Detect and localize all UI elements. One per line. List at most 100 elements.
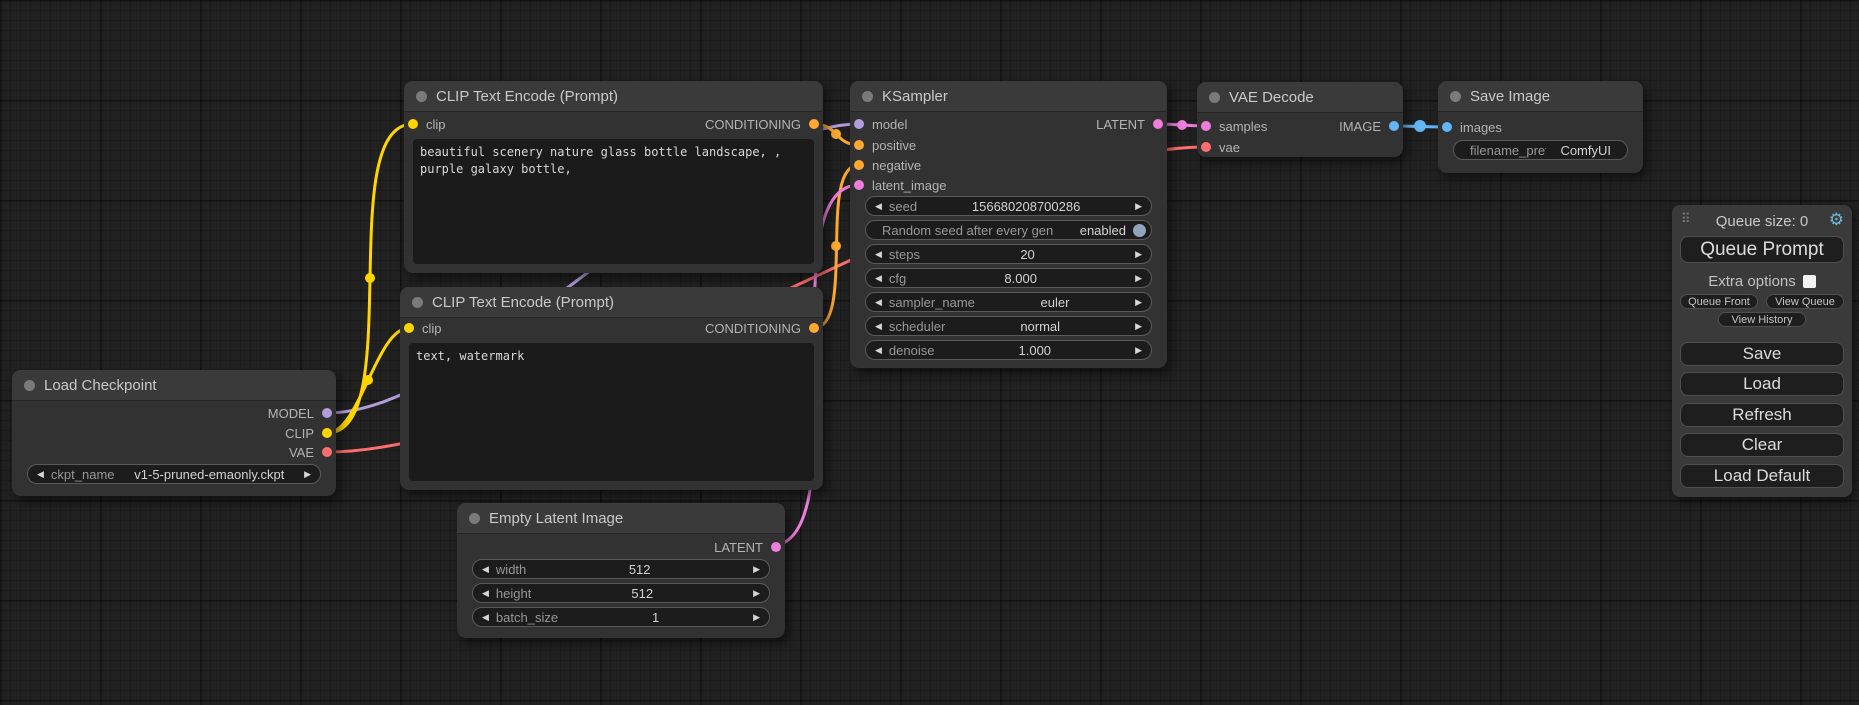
- collapse-dot-icon[interactable]: [24, 379, 35, 391]
- increment-arrow-icon[interactable]: ▶: [753, 611, 761, 622]
- widget-label: height: [495, 585, 532, 601]
- collapse-dot-icon[interactable]: [1450, 90, 1461, 102]
- settings-gear-icon[interactable]: ⚙: [1828, 210, 1844, 229]
- decrement-arrow-icon[interactable]: ◀: [875, 272, 882, 283]
- conditioning-output-dot[interactable]: [809, 323, 819, 333]
- increment-arrow-icon[interactable]: ▶: [753, 563, 760, 574]
- widget-label: cfg: [888, 270, 907, 286]
- node-title-bar[interactable]: VAE Decode: [1197, 82, 1403, 113]
- node-title-bar[interactable]: Save Image: [1438, 81, 1643, 112]
- positive-prompt-textarea[interactable]: beautiful scenery nature glass bottle la…: [413, 139, 814, 264]
- width-widget[interactable]: ◀ width 512 ▶: [472, 559, 770, 579]
- decrement-arrow-icon[interactable]: ◀: [875, 344, 882, 355]
- extra-options-row: Extra options: [1672, 272, 1852, 290]
- node-title-bar[interactable]: CLIP Text Encode (Prompt): [400, 287, 823, 318]
- widget-value: 1: [651, 609, 660, 625]
- node-empty-latent-image[interactable]: Empty Latent Image LATENT ◀ width 512 ▶ …: [457, 503, 785, 638]
- load-button[interactable]: Load: [1680, 372, 1844, 396]
- latent-image-input-dot[interactable]: [854, 180, 864, 190]
- decrement-arrow-icon[interactable]: ◀: [482, 563, 489, 574]
- collapse-dot-icon[interactable]: [416, 90, 427, 102]
- ckpt-name-widget[interactable]: ◀ ckpt_name v1-5-pruned-emaonly.ckpt ▶: [27, 464, 321, 484]
- collapse-dot-icon[interactable]: [1209, 91, 1220, 103]
- images-input-dot[interactable]: [1442, 122, 1452, 132]
- refresh-button[interactable]: Refresh: [1680, 403, 1844, 427]
- node-title-bar[interactable]: KSampler: [850, 81, 1167, 112]
- link-midpoint-dot: [363, 375, 373, 385]
- increment-arrow-icon[interactable]: ▶: [1135, 344, 1142, 355]
- increment-arrow-icon[interactable]: ▶: [1135, 272, 1143, 283]
- decrement-arrow-icon[interactable]: ◀: [37, 468, 44, 479]
- save-button[interactable]: Save: [1680, 342, 1844, 366]
- slot-label: model: [872, 116, 908, 132]
- queue-prompt-button[interactable]: Queue Prompt: [1680, 236, 1844, 263]
- node-load-checkpoint[interactable]: Load Checkpoint MODEL CLIP VAE ◀ ckpt_na…: [12, 370, 336, 496]
- scheduler-widget[interactable]: ◀ scheduler normal ▶: [865, 316, 1152, 336]
- increment-arrow-icon[interactable]: ▶: [304, 468, 311, 479]
- decrement-arrow-icon[interactable]: ◀: [482, 587, 489, 598]
- link-midpoint-dot: [365, 273, 375, 283]
- cfg-widget[interactable]: ◀ cfg 8.000 ▶: [865, 268, 1152, 288]
- model-input-dot[interactable]: [854, 119, 864, 129]
- view-queue-button[interactable]: View Queue: [1766, 294, 1844, 309]
- decrement-arrow-icon[interactable]: ◀: [875, 320, 882, 331]
- decrement-arrow-icon[interactable]: ◀: [875, 200, 882, 211]
- collapse-dot-icon[interactable]: [469, 512, 480, 524]
- extra-options-checkbox[interactable]: [1802, 274, 1816, 288]
- increment-arrow-icon[interactable]: ▶: [1135, 248, 1143, 259]
- increment-arrow-icon[interactable]: ▶: [753, 587, 760, 598]
- negative-prompt-textarea[interactable]: text, watermark: [409, 343, 814, 481]
- clip-input-dot[interactable]: [404, 323, 414, 333]
- increment-arrow-icon[interactable]: ▶: [1135, 296, 1143, 307]
- vae-output-dot[interactable]: [322, 447, 332, 457]
- load-default-button[interactable]: Load Default: [1680, 464, 1844, 488]
- clip-output-dot[interactable]: [322, 428, 332, 438]
- node-vae-decode[interactable]: VAE Decode samples IMAGE vae: [1197, 82, 1403, 157]
- slot-label: latent_image: [872, 177, 947, 193]
- filename-prefix-widget[interactable]: filename_prefix ComfyUI: [1453, 140, 1628, 160]
- vae-input-dot[interactable]: [1201, 142, 1211, 152]
- denoise-widget[interactable]: ◀ denoise 1.000 ▶: [865, 340, 1152, 360]
- widget-value: enabled: [1079, 222, 1126, 238]
- view-history-button[interactable]: View History: [1718, 312, 1806, 327]
- height-widget[interactable]: ◀ height 512 ▶: [472, 583, 770, 603]
- sampler-name-widget[interactable]: ◀ sampler_name euler ▶: [865, 292, 1152, 312]
- random-seed-toggle-widget[interactable]: Random seed after every gen enabled: [865, 220, 1152, 240]
- node-title-bar[interactable]: CLIP Text Encode (Prompt): [404, 81, 823, 112]
- positive-input-dot[interactable]: [854, 140, 864, 150]
- clear-button[interactable]: Clear: [1680, 433, 1844, 457]
- drag-handle-icon[interactable]: ⠿: [1681, 211, 1692, 226]
- node-clip-text-encode-positive[interactable]: CLIP Text Encode (Prompt) clip CONDITION…: [404, 81, 823, 273]
- negative-input-dot[interactable]: [854, 160, 864, 170]
- toggle-dot-icon[interactable]: [1133, 223, 1146, 237]
- conditioning-output-dot[interactable]: [809, 119, 819, 129]
- node-save-image[interactable]: Save Image images filename_prefix ComfyU…: [1438, 81, 1643, 173]
- model-output-dot[interactable]: [322, 408, 332, 418]
- collapse-dot-icon[interactable]: [862, 90, 873, 102]
- decrement-arrow-icon[interactable]: ◀: [875, 296, 882, 307]
- increment-arrow-icon[interactable]: ▶: [1135, 320, 1142, 331]
- latent-output-dot[interactable]: [771, 542, 781, 552]
- slot-label: clip: [422, 320, 442, 336]
- image-output-dot[interactable]: [1389, 121, 1399, 131]
- slot-label: negative: [872, 157, 922, 173]
- decrement-arrow-icon[interactable]: ◀: [875, 248, 882, 259]
- node-title-bar[interactable]: Load Checkpoint: [12, 370, 336, 401]
- decrement-arrow-icon[interactable]: ◀: [482, 611, 489, 622]
- node-ksampler[interactable]: KSampler model LATENT positive negative …: [850, 81, 1167, 368]
- slot-label: LATENT: [1096, 116, 1145, 132]
- slot-label: clip: [426, 116, 446, 132]
- latent-output-dot[interactable]: [1153, 119, 1163, 129]
- clip-input-dot[interactable]: [408, 119, 418, 129]
- seed-widget[interactable]: ◀ seed 156680208700286 ▶: [865, 196, 1152, 216]
- steps-widget[interactable]: ◀ steps 20 ▶: [865, 244, 1152, 264]
- node-title-bar[interactable]: Empty Latent Image: [457, 503, 785, 534]
- samples-input-dot[interactable]: [1201, 121, 1211, 131]
- queue-front-button[interactable]: Queue Front: [1680, 294, 1758, 309]
- node-clip-text-encode-negative[interactable]: CLIP Text Encode (Prompt) clip CONDITION…: [400, 287, 823, 490]
- batch-size-widget[interactable]: ◀ batch_size 1 ▶: [472, 607, 770, 627]
- output-slot-conditioning: CONDITIONING: [705, 318, 819, 338]
- collapse-dot-icon[interactable]: [412, 296, 423, 308]
- increment-arrow-icon[interactable]: ▶: [1135, 200, 1142, 211]
